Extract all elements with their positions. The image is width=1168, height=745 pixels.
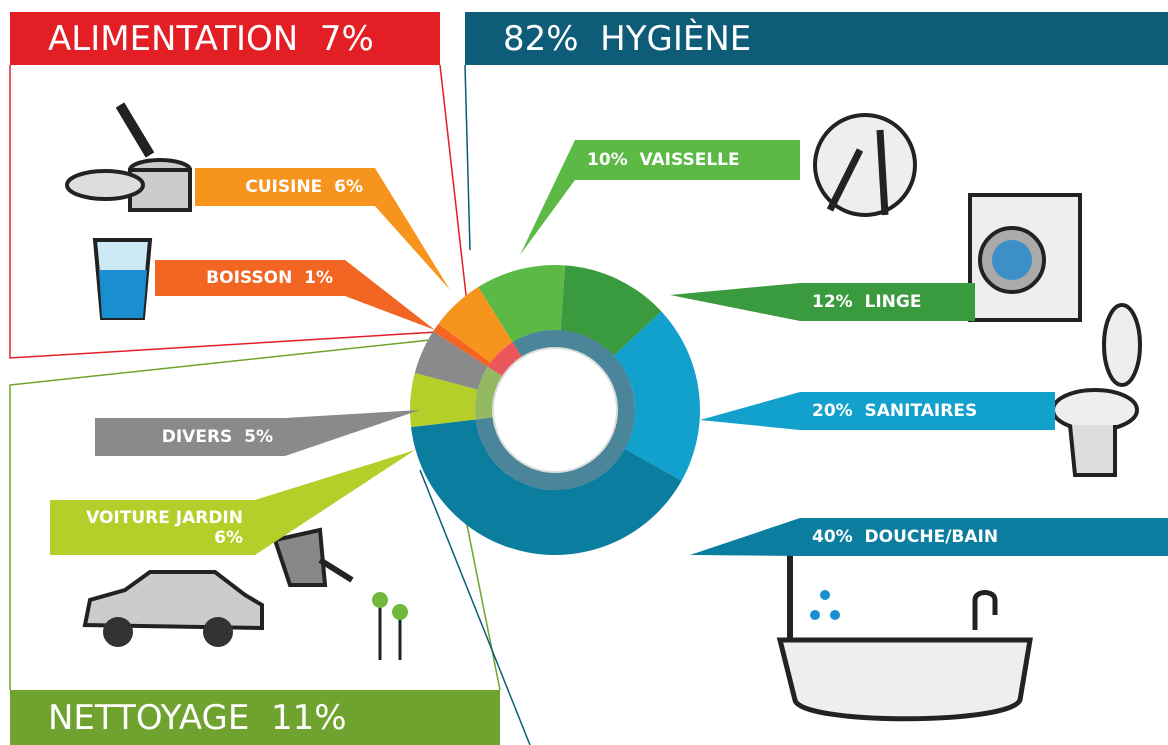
plate-icon: [815, 115, 915, 215]
connector: [255, 450, 415, 555]
donut-hole: [493, 348, 617, 472]
segment-label: BOISSON 1%: [155, 260, 345, 296]
group-label: ALIMENTATION 7%: [10, 12, 440, 65]
connector: [375, 168, 450, 290]
connector: [285, 410, 420, 456]
glass-icon: [95, 240, 150, 318]
chart: [0, 0, 1168, 745]
segment-label: DIVERS 5%: [95, 418, 285, 456]
segment-label: 12% LINGE: [800, 283, 975, 321]
segment-label: 10% VAISSELLE: [575, 140, 800, 180]
segment-label: 20% SANITAIRES: [800, 392, 1055, 430]
pan-icon: [67, 105, 190, 210]
connector: [690, 518, 800, 556]
connector: [345, 260, 435, 330]
connector: [670, 283, 800, 321]
group-label: NETTOYAGE 11%: [10, 690, 500, 745]
infographic: 82% HYGIÈNE NETTOYAGE 11% ALIMENTATION 7% 1…: [0, 0, 1168, 745]
hygiene-edge: [465, 65, 470, 250]
car-icon: [85, 572, 262, 647]
group-label: 82% HYGIÈNE: [465, 12, 1168, 65]
watering-can-icon: [275, 530, 408, 660]
toilet-icon: [1053, 305, 1140, 475]
connector: [700, 392, 800, 430]
washer-icon: [970, 195, 1080, 320]
bath-icon: [780, 538, 1030, 719]
segment-label: 40% DOUCHE/BAIN: [800, 518, 1168, 556]
connector: [520, 140, 575, 255]
segment-label: VOITURE JARDIN 6%: [50, 500, 255, 555]
segment-label: CUISINE 6%: [195, 168, 375, 206]
